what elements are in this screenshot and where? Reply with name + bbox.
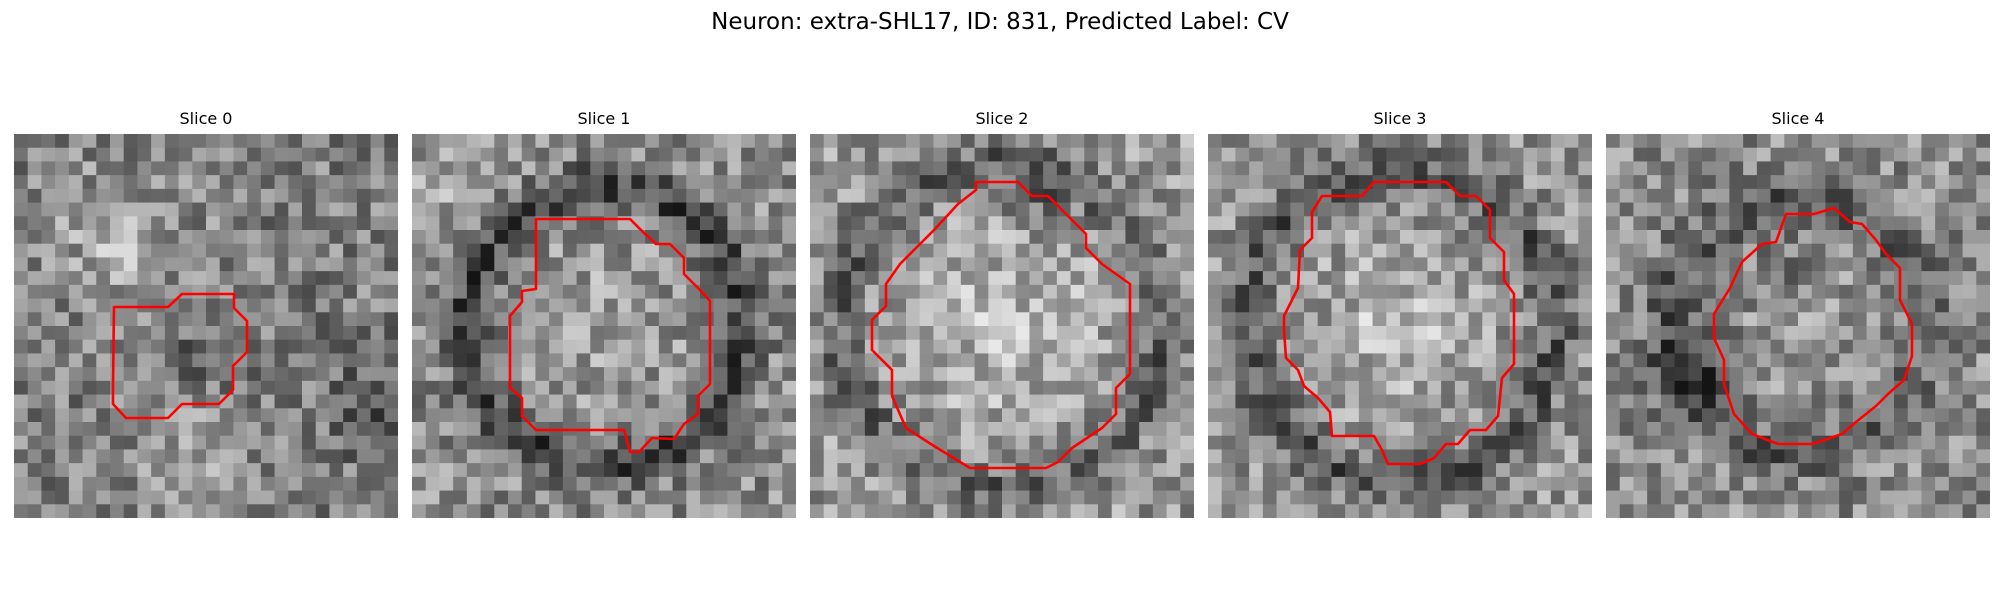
slice-panel-1: Slice 1 bbox=[412, 108, 796, 518]
slice-image bbox=[1606, 134, 1990, 518]
figure-title: Neuron: extra-SHL17, ID: 831, Predicted … bbox=[711, 9, 1289, 35]
slice-title: Slice 0 bbox=[179, 109, 233, 128]
slice-image bbox=[810, 134, 1194, 518]
slice-title: Slice 3 bbox=[1373, 109, 1427, 128]
grayscale-image bbox=[14, 134, 398, 518]
grayscale-image bbox=[412, 134, 796, 518]
segmentation-contour bbox=[111, 292, 249, 420]
slice-image bbox=[14, 134, 398, 518]
segmentation-contour bbox=[1282, 180, 1516, 466]
slice-panel-4: Slice 4 bbox=[1606, 108, 1990, 518]
segmentation-contour bbox=[1712, 206, 1914, 446]
slice-image bbox=[1208, 134, 1592, 518]
slice-title: Slice 2 bbox=[975, 109, 1029, 128]
slice-panel-0: Slice 0 bbox=[14, 108, 398, 518]
slice-title: Slice 4 bbox=[1771, 109, 1825, 128]
segmentation-contour bbox=[870, 180, 1132, 470]
grayscale-image bbox=[1606, 134, 1990, 518]
grayscale-image bbox=[810, 134, 1194, 518]
segmentation-contour bbox=[508, 217, 712, 454]
slice-panel-2: Slice 2 bbox=[810, 108, 1194, 518]
slice-title: Slice 1 bbox=[577, 109, 631, 128]
slice-panel-3: Slice 3 bbox=[1208, 108, 1592, 518]
grayscale-image bbox=[1208, 134, 1592, 518]
slice-image bbox=[412, 134, 796, 518]
